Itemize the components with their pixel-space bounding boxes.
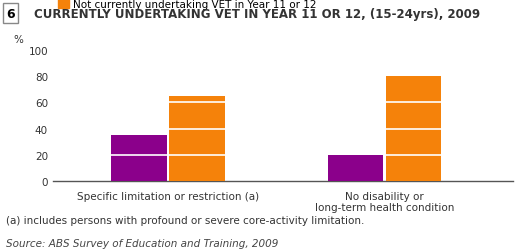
Bar bbox=[386, 77, 441, 181]
Legend: Currently undertaking VET in Year 11 or 12, Not currently undertaking VET in Yea: Currently undertaking VET in Year 11 or … bbox=[58, 0, 316, 10]
Text: (a) includes persons with profound or severe core-activity limitation.: (a) includes persons with profound or se… bbox=[6, 215, 364, 226]
Bar bbox=[169, 96, 225, 181]
Text: 6: 6 bbox=[6, 8, 15, 20]
Bar bbox=[327, 155, 383, 181]
Y-axis label: %: % bbox=[13, 35, 23, 45]
Bar bbox=[111, 136, 167, 181]
Text: CURRENTLY UNDERTAKING VET IN YEAR 11 OR 12, (15-24yrs), 2009: CURRENTLY UNDERTAKING VET IN YEAR 11 OR … bbox=[34, 8, 480, 20]
Text: Source: ABS Survey of Education and Training, 2009: Source: ABS Survey of Education and Trai… bbox=[6, 238, 279, 248]
